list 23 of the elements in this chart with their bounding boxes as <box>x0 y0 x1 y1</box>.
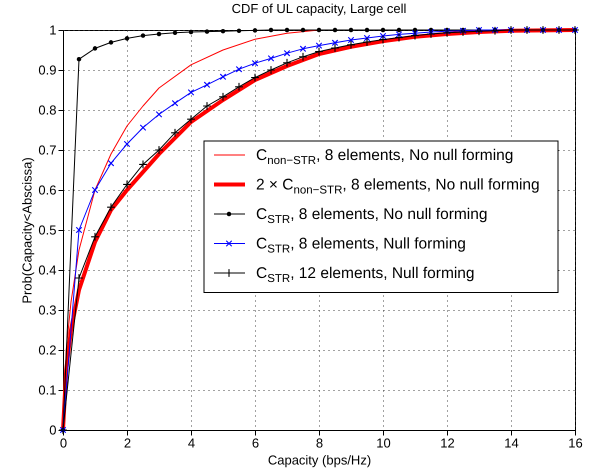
y-tick-label: 0.5 <box>38 222 56 238</box>
x-tick-label: 8 <box>316 436 324 450</box>
x-tick-label: 2 <box>124 436 132 450</box>
y-tick-label: 0.1 <box>38 382 56 398</box>
x-tick-label: 4 <box>188 436 196 450</box>
y-tick-label: 0.6 <box>38 182 56 198</box>
x-axis-title: Capacity (bps/Hz) <box>268 452 372 468</box>
chart-title: CDF of UL capacity, Large cell <box>232 0 407 16</box>
y-tick-label: 0.9 <box>38 62 56 78</box>
y-tick-label: 0.4 <box>38 262 56 278</box>
y-tick-label: 1 <box>49 22 56 38</box>
y-tick-label: 0.8 <box>38 102 56 118</box>
y-tick-label: 0.7 <box>38 142 56 158</box>
y-tick-label: 0.3 <box>38 302 56 318</box>
y-tick-label: 0.2 <box>38 342 56 358</box>
x-tick-label: 16 <box>568 436 583 450</box>
y-axis-title: Prob(Capacity<Abscissa) <box>19 157 34 304</box>
x-tick-label: 14 <box>504 436 519 450</box>
x-tick-label: 12 <box>440 436 455 450</box>
y-tick-label: 0 <box>49 422 56 438</box>
x-tick-label: 10 <box>376 436 391 450</box>
x-tick-label: 6 <box>252 436 260 450</box>
x-tick-label: 0 <box>60 436 68 450</box>
